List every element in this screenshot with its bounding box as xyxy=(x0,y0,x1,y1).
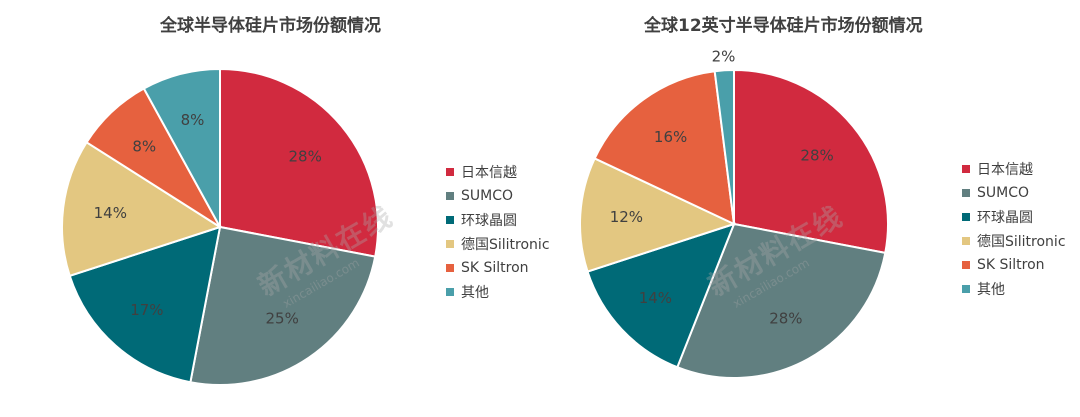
legend-item: 德国Silitronic xyxy=(962,229,1066,253)
pie-slice xyxy=(713,68,735,225)
legend-item: 德国Silitronic xyxy=(446,232,550,256)
legend-item: SUMCO xyxy=(962,181,1066,205)
legend-label: 环球晶圆 xyxy=(977,210,1033,226)
slice-data-label: 12% xyxy=(610,208,643,226)
legend-label: SUMCO xyxy=(461,188,514,204)
legend-item: 日本信越 xyxy=(962,157,1066,181)
slice-data-label: 25% xyxy=(266,310,299,328)
pie-slice xyxy=(676,222,887,379)
pie-plot: 28% 28% 14% 12% 16% 2% xyxy=(579,47,889,379)
legend-swatch xyxy=(446,240,454,248)
legend-item: 环球晶圆 xyxy=(962,205,1066,229)
pie-slice xyxy=(733,68,889,255)
legend-label: 其他 xyxy=(461,285,489,301)
pie-slice xyxy=(68,225,222,384)
slice-data-label: 8% xyxy=(181,111,205,129)
slice-data-label: 17% xyxy=(130,301,163,319)
legend-swatch xyxy=(446,168,454,176)
slice-data-label: 8% xyxy=(132,137,156,155)
chart-title: 全球12英寸半导体硅片市场份额情况 xyxy=(644,16,923,36)
legend-label: 日本信越 xyxy=(461,165,517,181)
slice-data-label: 28% xyxy=(289,148,322,166)
chart-title: 全球半导体硅片市场份额情况 xyxy=(160,16,381,36)
legend-item: 其他 xyxy=(446,280,550,304)
legend-swatch xyxy=(962,213,970,221)
pie-slice xyxy=(189,225,377,386)
legend-item: 环球晶圆 xyxy=(446,208,550,232)
legend: 日本信越 SUMCO 环球晶圆 德国Silitronic SK Siltron … xyxy=(962,157,1066,301)
pie-slice xyxy=(142,67,221,228)
pie-slice xyxy=(593,70,736,226)
legend-swatch xyxy=(446,288,454,296)
legend-swatch xyxy=(962,285,970,293)
legend-item: SK Siltron xyxy=(962,253,1066,277)
pie-chart-left: 全球半导体硅片市场份额情况 28% 25% 17% 14% 8% 8% 日本信越 SUMC… xyxy=(61,16,550,386)
legend-label: 日本信越 xyxy=(977,162,1033,178)
pie-slice xyxy=(61,140,223,278)
slice-data-label: 14% xyxy=(639,289,672,307)
legend-item: 日本信越 xyxy=(446,160,550,184)
legend-label: 环球晶圆 xyxy=(461,213,517,229)
legend-label: SUMCO xyxy=(977,185,1030,201)
pie-slice xyxy=(219,67,379,258)
legend-label: SK Siltron xyxy=(461,260,529,276)
pie-plot: 28% 25% 17% 14% 8% 8% xyxy=(61,67,379,386)
legend-swatch xyxy=(962,237,970,245)
pie-slice xyxy=(579,157,737,273)
legend-swatch xyxy=(962,261,970,269)
pie-chart-right: 全球12英寸半导体硅片市场份额情况 28% 28% 14% 12% 16% 2% 日本信越… xyxy=(540,0,1080,417)
legend-label: 德国Silitronic xyxy=(977,234,1066,250)
legend-label: 德国Silitronic xyxy=(461,237,550,253)
slice-data-label: 2% xyxy=(712,47,736,65)
legend-item: SUMCO xyxy=(446,184,550,208)
slice-data-label: 28% xyxy=(800,146,833,164)
legend-swatch xyxy=(446,216,454,224)
legend-swatch xyxy=(446,192,454,200)
legend-swatch xyxy=(962,189,970,197)
slice-data-label: 14% xyxy=(94,204,127,222)
legend: 日本信越 SUMCO 环球晶圆 德国Silitronic SK Siltron … xyxy=(446,160,550,304)
legend-label: SK Siltron xyxy=(977,257,1045,273)
legend-swatch xyxy=(962,165,970,173)
slice-data-label: 16% xyxy=(654,128,687,146)
legend-label: 其他 xyxy=(977,282,1005,298)
legend-item: SK Siltron xyxy=(446,256,550,280)
legend-item: 其他 xyxy=(962,277,1066,301)
legend-swatch xyxy=(446,264,454,272)
slice-data-label: 28% xyxy=(769,310,802,328)
